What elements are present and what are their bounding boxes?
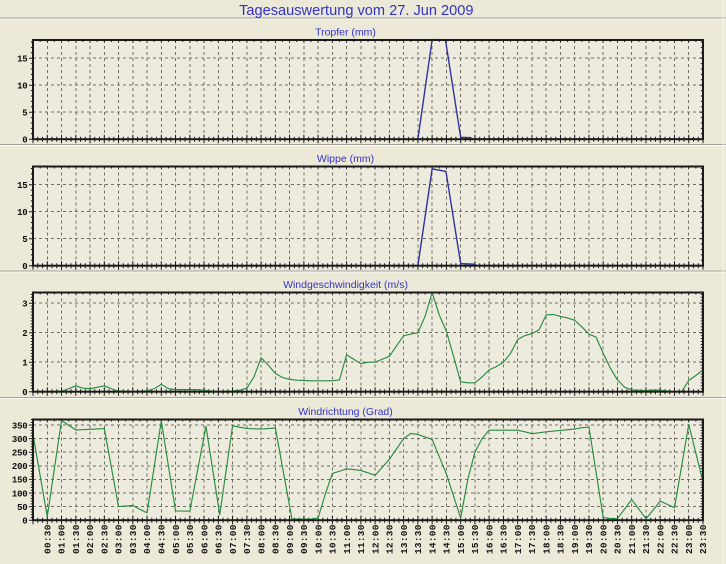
- svg-text:15:30: 15:30: [470, 524, 481, 554]
- svg-text:100: 100: [12, 489, 28, 499]
- svg-text:Tropfer (mm): Tropfer (mm): [315, 27, 376, 39]
- svg-text:05:00: 05:00: [171, 524, 182, 554]
- svg-text:23:30: 23:30: [698, 524, 709, 554]
- svg-text:07:30: 07:30: [242, 524, 253, 554]
- svg-text:00:30: 00:30: [42, 524, 53, 554]
- svg-text:21:00: 21:00: [627, 524, 638, 554]
- svg-text:09:00: 09:00: [285, 524, 296, 554]
- svg-text:11:00: 11:00: [342, 524, 353, 554]
- svg-text:300: 300: [12, 435, 28, 445]
- svg-text:1: 1: [22, 359, 28, 369]
- svg-text:04:30: 04:30: [157, 524, 168, 554]
- svg-text:250: 250: [12, 449, 28, 459]
- svg-text:5: 5: [22, 235, 27, 245]
- svg-text:19:30: 19:30: [584, 524, 595, 554]
- svg-text:50: 50: [17, 503, 27, 513]
- svg-text:13:00: 13:00: [399, 524, 410, 554]
- svg-text:17:30: 17:30: [527, 524, 538, 554]
- svg-text:350: 350: [12, 421, 28, 431]
- svg-text:03:00: 03:00: [114, 524, 125, 554]
- svg-text:10:30: 10:30: [328, 524, 339, 554]
- svg-text:14:30: 14:30: [442, 524, 453, 554]
- svg-text:04:00: 04:00: [142, 524, 153, 554]
- svg-text:22:00: 22:00: [655, 524, 666, 554]
- svg-text:0: 0: [22, 517, 27, 527]
- svg-text:150: 150: [12, 476, 28, 486]
- svg-text:10:00: 10:00: [313, 524, 324, 554]
- svg-text:12:30: 12:30: [385, 524, 396, 554]
- svg-text:19:00: 19:00: [570, 524, 581, 554]
- svg-text:06:30: 06:30: [214, 524, 225, 554]
- svg-text:15: 15: [17, 181, 27, 191]
- svg-text:17:00: 17:00: [513, 524, 524, 554]
- svg-text:3: 3: [22, 300, 27, 310]
- svg-text:12:00: 12:00: [370, 524, 381, 554]
- svg-text:01:30: 01:30: [71, 524, 82, 554]
- svg-text:18:00: 18:00: [541, 524, 552, 554]
- svg-text:07:00: 07:00: [228, 524, 239, 554]
- svg-text:20:00: 20:00: [598, 524, 609, 554]
- svg-text:15: 15: [17, 55, 27, 65]
- svg-text:18:30: 18:30: [556, 524, 567, 554]
- svg-text:10: 10: [17, 208, 27, 218]
- svg-text:16:00: 16:00: [484, 524, 495, 554]
- svg-text:22:30: 22:30: [670, 524, 681, 554]
- svg-text:08:30: 08:30: [271, 524, 282, 554]
- svg-text:09:30: 09:30: [299, 524, 310, 554]
- svg-text:02:30: 02:30: [99, 524, 110, 554]
- svg-text:200: 200: [12, 462, 28, 472]
- svg-text:Tagesauswertung vom 27. Jun 20: Tagesauswertung vom 27. Jun 2009: [239, 3, 473, 19]
- svg-text:14:00: 14:00: [427, 524, 438, 554]
- svg-text:03:30: 03:30: [128, 524, 139, 554]
- svg-text:21:30: 21:30: [641, 524, 652, 554]
- svg-text:0: 0: [22, 262, 27, 272]
- svg-text:02:00: 02:00: [85, 524, 96, 554]
- svg-text:20:30: 20:30: [613, 524, 624, 554]
- svg-text:06:00: 06:00: [199, 524, 210, 554]
- svg-text:Windgeschwindigkeit (m/s): Windgeschwindigkeit (m/s): [283, 279, 408, 291]
- svg-text:Wippe (mm): Wippe (mm): [317, 153, 374, 165]
- svg-text:05:30: 05:30: [185, 524, 196, 554]
- svg-text:08:00: 08:00: [256, 524, 267, 554]
- svg-text:2: 2: [22, 329, 27, 339]
- svg-text:0: 0: [22, 136, 27, 146]
- svg-text:0: 0: [22, 388, 27, 398]
- svg-text:Windrichtung (Grad): Windrichtung (Grad): [298, 406, 393, 418]
- svg-text:13:30: 13:30: [413, 524, 424, 554]
- svg-text:16:30: 16:30: [499, 524, 510, 554]
- svg-text:01:00: 01:00: [57, 524, 68, 554]
- svg-text:23:00: 23:00: [684, 524, 695, 554]
- svg-text:5: 5: [22, 109, 27, 119]
- svg-text:15:00: 15:00: [456, 524, 467, 554]
- svg-text:11:30: 11:30: [356, 524, 367, 554]
- svg-text:10: 10: [17, 82, 27, 92]
